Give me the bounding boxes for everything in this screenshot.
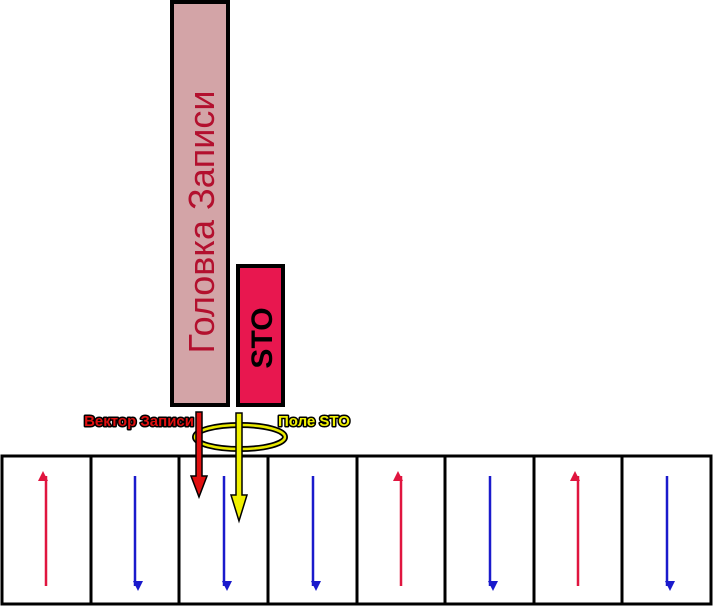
write-head — [170, 0, 230, 407]
write-vector-arrow — [189, 411, 209, 500]
head-label: Головка Записи — [181, 91, 222, 354]
magnetization-arrows — [38, 471, 675, 591]
media — [0, 454, 713, 606]
sto-field-label: Поле STO — [278, 413, 350, 430]
sto-label: STO — [246, 307, 279, 368]
write-vector-label: Вектор Записи — [84, 413, 194, 430]
sto-block — [236, 264, 285, 407]
sto-field-arrow — [229, 412, 249, 524]
